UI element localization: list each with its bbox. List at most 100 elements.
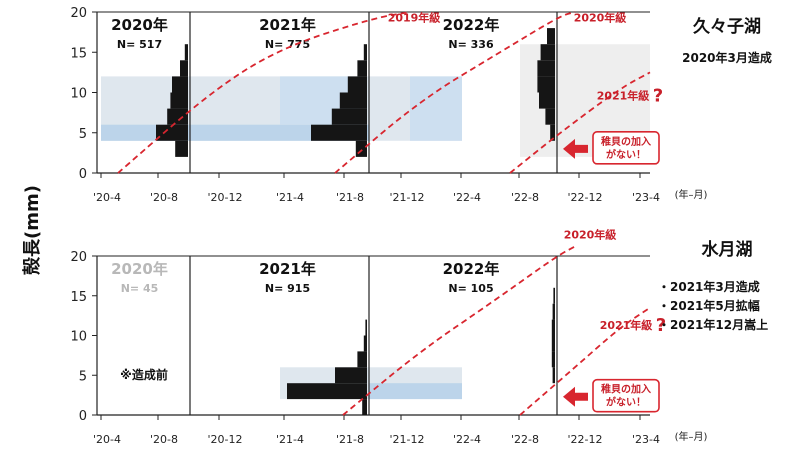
- x-tick-label: '20-4: [93, 191, 121, 204]
- y-tick-label: 15: [70, 46, 87, 61]
- histogram-bar: [331, 108, 367, 125]
- section-year-label: 2020年: [111, 260, 168, 278]
- y-tick-label: 15: [70, 290, 87, 305]
- cohort-question-mark: ?: [653, 86, 663, 107]
- lake-note: ・2021年12月嵩上: [658, 317, 768, 332]
- cohort-label: 2019年級: [388, 11, 441, 25]
- callout-line: がない！: [606, 148, 646, 161]
- histogram-bar: [540, 44, 555, 61]
- callout-box: [592, 378, 660, 413]
- section-year-label: 2022年: [443, 16, 500, 34]
- callout-line: がない！: [606, 396, 646, 409]
- histogram-bar: [339, 92, 367, 109]
- x-tick-label: '21-8: [336, 191, 364, 204]
- section-year-label: 2021年: [259, 260, 316, 278]
- y-tick-label: 5: [79, 127, 87, 142]
- histogram-bar: [347, 76, 367, 93]
- pre-construction-note: ※造成前: [120, 367, 168, 382]
- section-year-label: 2020年: [111, 16, 168, 34]
- cohort-label: 2021年級: [597, 89, 650, 103]
- histogram-bar: [287, 383, 367, 400]
- y-tick-label: 10: [70, 330, 87, 345]
- histogram-bar: [537, 76, 555, 93]
- x-tick-label: '20-12: [208, 433, 243, 446]
- x-tick-label: '23-4: [632, 433, 660, 446]
- y-tick-label: 5: [79, 369, 87, 384]
- histogram-bar: [551, 335, 555, 352]
- section-n-label: N= 105: [448, 282, 493, 295]
- histogram-bar: [357, 60, 367, 77]
- x-tick-label: '22-8: [511, 191, 539, 204]
- callout-arrow-icon: [563, 138, 588, 159]
- x-tick-label: '23-4: [632, 191, 660, 204]
- histogram-bar: [365, 319, 367, 336]
- cohort-growth-curve: [342, 245, 576, 416]
- histogram-bar: [363, 44, 367, 61]
- callout-arrow-icon: [563, 386, 588, 407]
- callout-line: 稚貝の加入: [601, 383, 651, 396]
- lake-note: ・2021年3月造成: [658, 279, 760, 294]
- x-tick-label: '20-8: [150, 191, 178, 204]
- cohort-label: 2021年級: [600, 318, 653, 332]
- x-tick-label: '20-4: [93, 433, 121, 446]
- y-tick-label: 20: [70, 6, 87, 21]
- section-n-label: N= 775: [265, 38, 310, 51]
- histogram-bar: [311, 124, 367, 141]
- panel-2: 0 5 10 15 20 '20-4 '20-8 '20-12 '21-4 '21-8 '21-12…: [70, 228, 768, 446]
- histogram-bar: [355, 140, 367, 157]
- cohort-question-mark: ?: [656, 315, 666, 336]
- histogram-bar: [539, 92, 555, 109]
- shaded-band: [410, 76, 462, 141]
- lake-name: 水月湖: [702, 239, 753, 260]
- histogram-bar: [180, 60, 188, 77]
- histogram-bar: [550, 124, 555, 141]
- histogram-bar: [547, 28, 555, 45]
- section-n-label: N= 915: [265, 282, 310, 295]
- x-tick-label: '22-12: [568, 433, 603, 446]
- panels: 0 5 10 15 20 '20-4 '20-8 '20-12 '21-4 '21-8 '21-12…: [70, 6, 771, 446]
- y-tick-label: 0: [79, 167, 87, 182]
- shaded-band: [369, 383, 462, 400]
- histogram-bar: [362, 399, 367, 415]
- histogram-bar: [552, 367, 555, 384]
- histogram-bar: [553, 287, 555, 304]
- histogram-bar: [363, 335, 367, 352]
- histogram-bar: [167, 108, 188, 125]
- x-tick-label: '20-12: [208, 191, 243, 204]
- cohort-growth-curve: [519, 306, 651, 416]
- histogram-bar: [156, 124, 188, 141]
- lake-name: 久々子湖: [693, 16, 761, 37]
- histogram-bar: [184, 44, 188, 61]
- x-tick-label: '22-8: [511, 433, 539, 446]
- y-tick-label: 10: [70, 87, 87, 102]
- section-n-label: N= 517: [117, 38, 162, 51]
- histogram-bar: [335, 367, 367, 384]
- x-tick-label: '20-8: [150, 433, 178, 446]
- section-year-label: 2022年: [443, 260, 500, 278]
- cohort-label: 2020年級: [574, 11, 627, 25]
- y-axis-title: 殻長(mm): [21, 185, 43, 275]
- panel-1: 0 5 10 15 20 '20-4 '20-8 '20-12 '21-4 '21-8 '21-12…: [70, 6, 771, 204]
- x-tick-label: '21-4: [276, 433, 304, 446]
- histogram-bar: [172, 76, 188, 93]
- lake-note: ・2021年5月拡幅: [658, 298, 760, 313]
- x-tick-label: '21-12: [390, 433, 425, 446]
- section-year-label: 2021年: [259, 16, 316, 34]
- x-unit-label: (年–月): [675, 188, 708, 201]
- x-tick-label: '21-8: [336, 433, 364, 446]
- histogram-bar: [552, 303, 555, 320]
- section-n-label: N= 336: [448, 38, 494, 51]
- x-tick-label: '22-4: [453, 191, 481, 204]
- x-tick-label: '22-4: [453, 433, 481, 446]
- x-tick-label: '21-12: [390, 191, 425, 204]
- histogram-bar: [545, 108, 555, 125]
- histogram-bar: [357, 351, 367, 368]
- x-tick-label: '21-4: [276, 191, 304, 204]
- histogram-bar: [175, 140, 188, 157]
- histogram-bar: [551, 351, 555, 368]
- x-unit-label: (年–月): [675, 430, 708, 443]
- cohort-growth-curve: [117, 11, 411, 174]
- cohort-label: 2020年級: [564, 228, 617, 242]
- histogram-bar: [537, 60, 555, 77]
